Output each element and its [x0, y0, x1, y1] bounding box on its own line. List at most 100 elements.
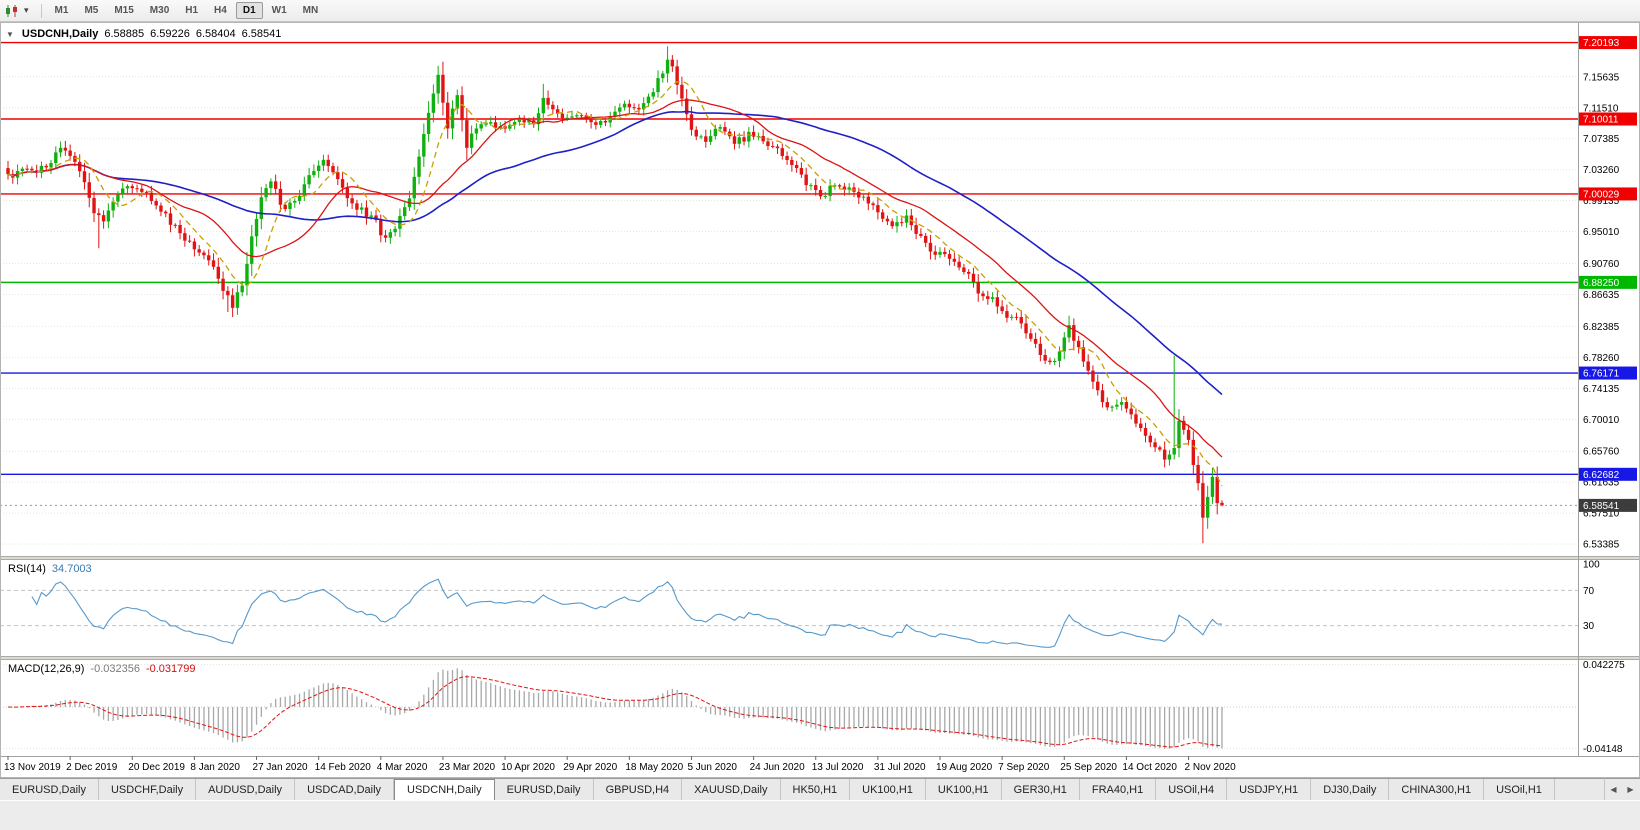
timeframe-M30[interactable]: M30 [149, 5, 170, 16]
price-gridlines [0, 76, 1578, 750]
timeframe-H1[interactable]: H1 [185, 5, 199, 16]
timeframe-D1[interactable]: D1 [235, 2, 263, 19]
rsi-indicator-label: RSI(14) 34.7003 [8, 563, 92, 575]
svg-text:6.62682: 6.62682 [1583, 470, 1620, 481]
macd-name: MACD(12,26,9) [8, 663, 85, 675]
chart-tab-USDCHF,Daily[interactable]: USDCHF,Daily [98, 779, 197, 800]
ohlc-low: 6.58404 [195, 28, 236, 40]
candles [6, 46, 1224, 544]
chart-tab-UK100,H1[interactable]: UK100,H1 [925, 779, 1002, 800]
chart-canvas[interactable]: 7.15635 7.11510 7.07385 7.03260 6.99135 6.950… [0, 0, 1640, 805]
price-badges: 7.20193 7.10011 7.00029 6.88250 6.76171 6.626… [1579, 36, 1637, 512]
svg-text:6.65760: 6.65760 [1583, 447, 1620, 458]
chart-tab-AUDUSD,Daily[interactable]: AUDUSD,Daily [196, 779, 296, 800]
candlestick-chart-icon[interactable] [4, 4, 20, 18]
svg-text:30: 30 [1583, 621, 1595, 632]
chart-tab-HK50,H1[interactable]: HK50,H1 [780, 779, 851, 800]
svg-text:70: 70 [1583, 586, 1595, 597]
svg-text:31 Jul 2020: 31 Jul 2020 [874, 762, 926, 773]
chart-tab-CHINA300,H1[interactable]: CHINA300,H1 [1389, 779, 1485, 800]
tab-scroll-right-icon[interactable]: ▶ [1627, 785, 1634, 794]
svg-text:6.88250: 6.88250 [1583, 278, 1620, 289]
price-axis-labels[interactable]: 7.15635 7.11510 7.07385 7.03260 6.99135 6.950… [1583, 72, 1620, 550]
chart-tab-USOil,H1[interactable]: USOil,H1 [1484, 779, 1555, 800]
pane-splitter-1[interactable] [0, 556, 1640, 560]
svg-text:14 Oct 2020: 14 Oct 2020 [1122, 762, 1177, 773]
date-axis-labels[interactable]: 13 Nov 2019 2 Dec 2019 20 Dec 2019 8 Jan 20… [4, 756, 1236, 773]
svg-text:6.70010: 6.70010 [1583, 415, 1620, 426]
svg-text:6.82385: 6.82385 [1583, 322, 1620, 333]
chart-tab-GBPUSD,H4[interactable]: GBPUSD,H4 [593, 779, 683, 800]
moving-average-20 [7, 99, 1223, 458]
ohlc-close: 6.58541 [241, 28, 282, 40]
moving-average-8 [7, 80, 1223, 487]
status-bar [0, 800, 1640, 830]
chart-tab-DJ30,Daily[interactable]: DJ30,Daily [1311, 779, 1390, 800]
svg-text:0.042275: 0.042275 [1583, 660, 1625, 671]
svg-text:14 Feb 2020: 14 Feb 2020 [315, 762, 372, 773]
tab-scroll-left-icon[interactable]: ◀ [1610, 785, 1617, 794]
svg-text:100: 100 [1583, 560, 1600, 571]
svg-text:5 Jun 2020: 5 Jun 2020 [687, 762, 737, 773]
rsi-name: RSI(14) [8, 563, 46, 575]
horizontal-level-lines[interactable] [0, 41, 1578, 476]
macd-main-value: -0.032356 [90, 663, 140, 675]
svg-text:6.86635: 6.86635 [1583, 290, 1620, 301]
timeframe-MN[interactable]: MN [302, 5, 319, 16]
svg-text:13 Nov 2019: 13 Nov 2019 [4, 762, 61, 773]
ohlc-open: 6.58885 [104, 28, 145, 40]
svg-text:6.74135: 6.74135 [1583, 384, 1620, 395]
chart-tab-XAUUSD,Daily[interactable]: XAUUSD,Daily [682, 779, 781, 800]
rsi-axis-labels[interactable]: 100 70 30 [1583, 560, 1600, 633]
toolbar-separator [40, 3, 42, 18]
svg-text:6.61635: 6.61635 [1583, 478, 1620, 489]
chart-type-caret-icon[interactable]: ▾ [24, 5, 29, 15]
chart-tab-UK100,H1[interactable]: UK100,H1 [850, 779, 926, 800]
macd-signal-value: -0.031799 [145, 663, 196, 675]
svg-text:29 Apr 2020: 29 Apr 2020 [563, 762, 617, 773]
chart-tab-USDCNH,Daily[interactable]: USDCNH,Daily [394, 779, 495, 800]
rsi-value: 34.7003 [51, 563, 92, 575]
chart-title: ▼ USDCNH,Daily 6.58885 6.59226 6.58404 6… [6, 28, 281, 40]
svg-text:7 Sep 2020: 7 Sep 2020 [998, 762, 1050, 773]
timeframe-M15[interactable]: M15 [114, 5, 134, 16]
svg-text:6.58541: 6.58541 [1583, 501, 1620, 512]
chart-tab-USOil,H4[interactable]: USOil,H4 [1156, 779, 1228, 800]
one-click-trading-caret-icon[interactable]: ▼ [6, 29, 14, 39]
macd-signal-line [7, 676, 1223, 748]
rsi-line [31, 578, 1223, 648]
chart-tab-USDCAD,Daily[interactable]: USDCAD,Daily [295, 779, 395, 800]
main-toolbar: ▾ M1 M5 M15 M30 H1 H4 D1 W1 MN [0, 0, 1640, 22]
timeframe-M5[interactable]: M5 [84, 5, 99, 16]
svg-text:6.78260: 6.78260 [1583, 353, 1620, 364]
timeframe-W1[interactable]: W1 [271, 5, 287, 16]
svg-text:10 Apr 2020: 10 Apr 2020 [501, 762, 555, 773]
chart-tab-bar: EURUSD,Daily USDCHF,Daily AUDUSD,Daily USDC… [0, 778, 1640, 800]
timeframe-M1[interactable]: M1 [54, 5, 69, 16]
timeframe-H4[interactable]: H4 [214, 5, 227, 16]
svg-text:25 Sep 2020: 25 Sep 2020 [1060, 762, 1117, 773]
chart-tab-EURUSD,Daily[interactable]: EURUSD,Daily [0, 779, 99, 800]
svg-text:-0.04148: -0.04148 [1583, 744, 1623, 755]
svg-text:8 Jan 2020: 8 Jan 2020 [190, 762, 240, 773]
pane-splitter-2[interactable] [0, 656, 1640, 660]
svg-text:2 Dec 2019: 2 Dec 2019 [66, 762, 118, 773]
chart-tab-EURUSD,Daily[interactable]: EURUSD,Daily [494, 779, 594, 800]
moving-average-50 [7, 110, 1223, 396]
svg-text:19 Aug 2020: 19 Aug 2020 [936, 762, 993, 773]
chart-background [0, 22, 1640, 778]
svg-text:18 May 2020: 18 May 2020 [625, 762, 683, 773]
chart-type-group: ▾ [0, 4, 35, 18]
svg-text:6.99135: 6.99135 [1583, 196, 1620, 207]
macd-indicator-label: MACD(12,26,9) -0.032356 -0.031799 [8, 663, 196, 675]
svg-text:20 Dec 2019: 20 Dec 2019 [128, 762, 185, 773]
svg-text:7.10011: 7.10011 [1583, 115, 1619, 126]
chart-tab-FRA40,H1[interactable]: FRA40,H1 [1079, 779, 1157, 800]
ohlc-high: 6.59226 [150, 28, 190, 40]
chart-tab-USDJPY,H1[interactable]: USDJPY,H1 [1227, 779, 1312, 800]
svg-text:13 Jul 2020: 13 Jul 2020 [812, 762, 864, 773]
macd-axis-labels[interactable]: 0.042275 -0.04148 [1583, 660, 1625, 755]
chart-tab-GER30,H1[interactable]: GER30,H1 [1001, 779, 1080, 800]
svg-text:7.00029: 7.00029 [1583, 189, 1620, 200]
